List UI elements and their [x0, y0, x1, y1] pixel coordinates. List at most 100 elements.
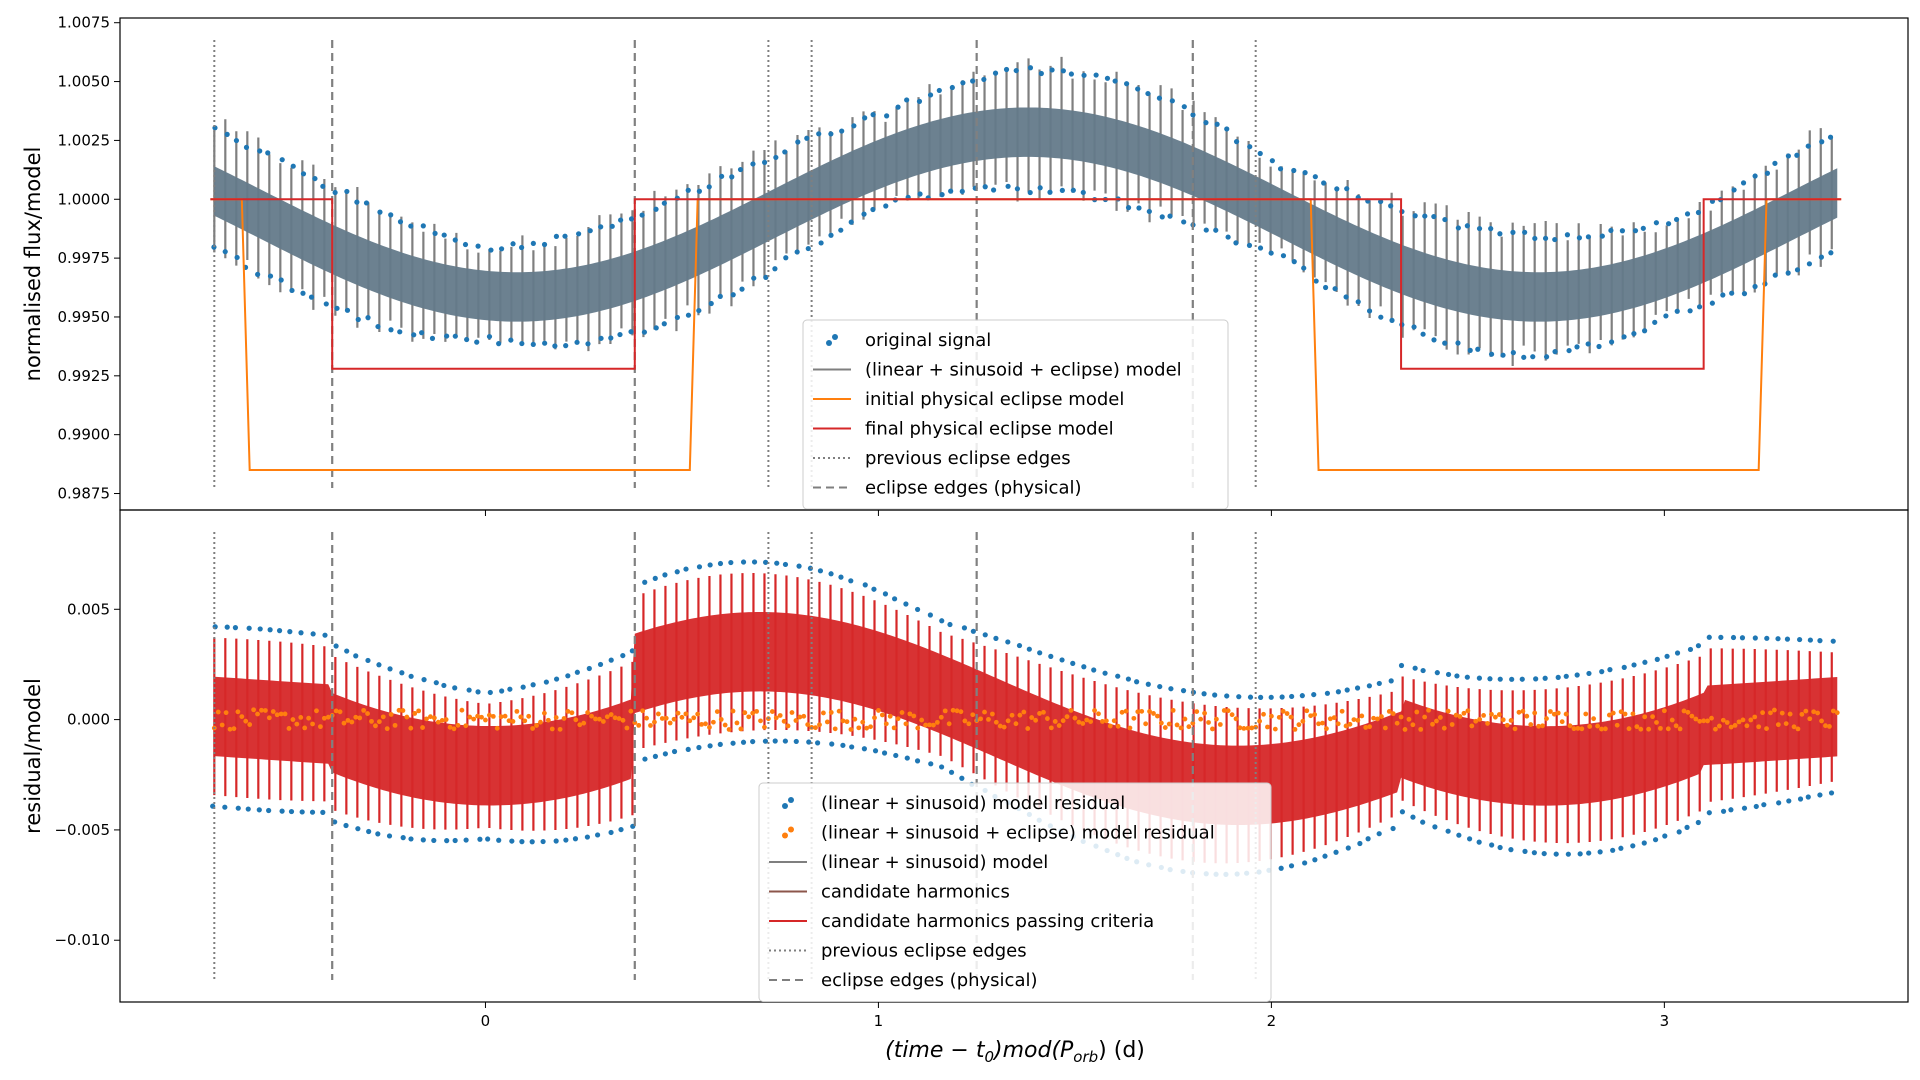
signal-point — [861, 211, 867, 217]
eclipse-residual-point — [667, 720, 673, 726]
signal-point — [1609, 339, 1615, 345]
signal-point — [1203, 227, 1209, 233]
eclipse-residual-point — [1489, 711, 1494, 717]
eclipse-residual-point — [899, 710, 905, 715]
residual-point — [1519, 676, 1525, 682]
eclipse-residual-point — [282, 711, 288, 717]
eclipse-residual-point — [1646, 726, 1652, 732]
residual-point — [1344, 687, 1350, 693]
eclipse-residual-point — [1331, 715, 1337, 721]
eclipse-residual-point — [1575, 725, 1581, 731]
eclipse-residual-point — [1492, 714, 1498, 720]
signal-point — [828, 131, 834, 137]
eclipse-residual-point — [1355, 717, 1361, 723]
bottom-x-ticks: 0 1 2 3 — [481, 1002, 1669, 1030]
signal-point — [884, 113, 890, 119]
eclipse-residual-point — [262, 708, 268, 713]
signal-point — [1674, 308, 1680, 314]
legend-marker — [788, 826, 794, 833]
residual-point — [433, 680, 439, 686]
eclipse-residual-point — [1402, 727, 1408, 732]
residual-point — [1830, 638, 1836, 644]
residual-point — [276, 628, 283, 634]
signal-point — [1422, 213, 1428, 219]
y-tick-label: 1.0025 — [58, 131, 111, 149]
eclipse-residual-point — [1186, 724, 1192, 730]
eclipse-residual-point — [1599, 726, 1604, 732]
signal-point — [904, 97, 910, 103]
signal-point — [1411, 324, 1417, 330]
eclipse-residual-point — [400, 708, 406, 713]
signal-point — [1104, 75, 1111, 81]
eclipse-residual-point — [294, 721, 300, 727]
eclipse-residual-point — [699, 721, 704, 727]
residual-point — [530, 682, 536, 688]
eclipse-residual-point — [388, 712, 394, 717]
residual-point — [232, 625, 239, 631]
residual-point — [862, 582, 868, 588]
signal-point — [441, 232, 447, 238]
signal-point — [355, 316, 361, 323]
eclipse-residual-point — [239, 714, 245, 720]
eclipse-residual-point — [1504, 722, 1510, 728]
signal-point — [1145, 90, 1151, 97]
eclipse-residual-point — [919, 717, 925, 723]
residual-point — [245, 806, 251, 812]
signal-point — [1378, 198, 1384, 205]
signal-point — [674, 314, 680, 321]
signal-point — [1729, 290, 1735, 296]
signal-point — [1124, 81, 1130, 87]
residual-point — [1376, 680, 1382, 687]
eclipse-residual-point — [1052, 719, 1058, 724]
eclipse-residual-point — [1453, 712, 1459, 718]
eclipse-residual-point — [1111, 718, 1117, 724]
signal-point — [949, 84, 955, 91]
signal-point — [805, 245, 811, 252]
signal-point — [1764, 170, 1771, 176]
eclipse-residual-point — [675, 710, 681, 716]
eclipse-residual-point — [1834, 710, 1840, 716]
residual-point — [793, 738, 799, 745]
signal-point — [1246, 242, 1253, 248]
eclipse-residual-point — [600, 719, 606, 724]
eclipse-residual-point — [1296, 722, 1302, 728]
eclipse-residual-point — [404, 714, 410, 720]
signal-point — [839, 128, 845, 134]
eclipse-residual-point — [585, 710, 591, 715]
eclipse-residual-point — [679, 714, 685, 720]
residual-point — [1662, 833, 1668, 839]
eclipse-residual-point — [1524, 713, 1530, 719]
legend-label: previous eclipse edges — [821, 941, 1027, 962]
eclipse-residual-point — [1736, 719, 1742, 725]
signal-point — [323, 301, 329, 307]
signal-point — [1673, 216, 1680, 223]
residual-point — [717, 741, 723, 748]
eclipse-residual-point — [1280, 708, 1286, 714]
residual-point — [1410, 814, 1416, 820]
residual-point — [1236, 694, 1242, 700]
eclipse-residual-point — [1583, 711, 1589, 717]
eclipse-residual-point — [1343, 723, 1349, 729]
residual-point — [618, 826, 624, 833]
eclipse-residual-point — [671, 716, 677, 722]
eclipse-residual-point — [1540, 723, 1545, 729]
residual-point — [1335, 689, 1342, 695]
eclipse-residual-point — [1210, 726, 1215, 732]
eclipse-residual-point — [785, 723, 791, 729]
signal-point — [257, 148, 263, 154]
eclipse-residual-point — [1001, 724, 1007, 730]
signal-point — [653, 325, 659, 331]
signal-point — [1355, 299, 1361, 305]
signal-point — [462, 241, 469, 248]
signal-point — [1684, 211, 1691, 217]
signal-point — [233, 137, 240, 144]
eclipse-residual-point — [510, 719, 516, 724]
signal-point — [1225, 234, 1231, 240]
eclipse-residual-point — [1257, 718, 1263, 724]
model-band — [214, 107, 1838, 322]
signal-point — [1070, 187, 1076, 193]
eclipse-residual-point — [1622, 711, 1628, 717]
signal-point — [1585, 341, 1591, 347]
signal-point — [1488, 226, 1494, 232]
eclipse-residual-point — [1716, 723, 1722, 729]
